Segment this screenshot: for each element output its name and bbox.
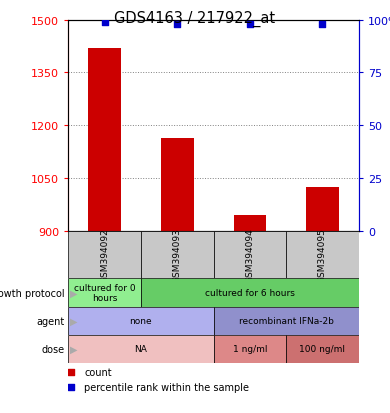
Text: growth protocol: growth protocol	[0, 288, 64, 298]
Text: ▶: ▶	[70, 288, 78, 298]
Text: GDS4163 / 217922_at: GDS4163 / 217922_at	[114, 10, 276, 26]
Text: none: none	[129, 316, 152, 325]
Text: GSM394095: GSM394095	[318, 228, 327, 282]
Point	[174, 21, 180, 28]
Bar	[214, 335, 286, 363]
Bar	[234, 216, 266, 231]
Text: 100 ng/ml: 100 ng/ml	[300, 344, 346, 354]
Point	[101, 19, 108, 26]
Point	[68, 369, 74, 375]
Text: recombinant IFNa-2b: recombinant IFNa-2b	[239, 316, 333, 325]
Bar	[306, 188, 339, 231]
Bar	[68, 307, 214, 335]
Text: agent: agent	[36, 316, 64, 326]
Text: count: count	[84, 367, 112, 377]
Text: GSM394093: GSM394093	[173, 228, 182, 282]
Text: 1 ng/ml: 1 ng/ml	[232, 344, 267, 354]
Text: NA: NA	[135, 344, 147, 354]
Text: cultured for 0
hours: cultured for 0 hours	[74, 283, 135, 302]
Bar	[214, 231, 286, 279]
Bar	[68, 231, 141, 279]
Text: GSM394092: GSM394092	[100, 228, 109, 282]
Point	[319, 21, 326, 28]
Bar	[286, 231, 359, 279]
Text: cultured for 6 hours: cultured for 6 hours	[205, 288, 295, 297]
Bar	[161, 138, 193, 231]
Bar	[88, 49, 121, 231]
Text: ▶: ▶	[70, 344, 78, 354]
Bar	[68, 335, 214, 363]
Bar	[141, 279, 359, 307]
Bar	[214, 307, 359, 335]
Text: GSM394094: GSM394094	[245, 228, 254, 282]
Bar	[286, 335, 359, 363]
Text: percentile rank within the sample: percentile rank within the sample	[84, 382, 249, 392]
Bar	[141, 231, 214, 279]
Point	[68, 383, 74, 390]
Text: dose: dose	[41, 344, 64, 354]
Bar	[68, 279, 141, 307]
Text: ▶: ▶	[70, 316, 78, 326]
Point	[247, 21, 253, 28]
